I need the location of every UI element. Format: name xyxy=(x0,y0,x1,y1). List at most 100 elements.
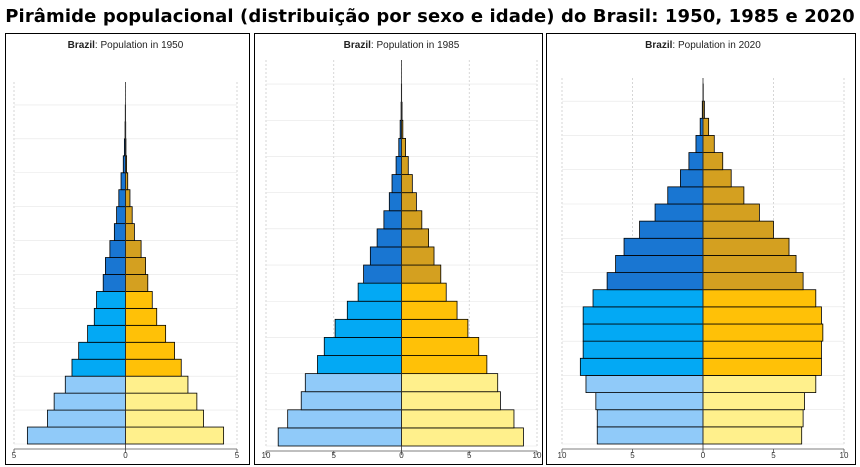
bar-female-70-74 xyxy=(125,189,131,208)
bar-male-20-24 xyxy=(579,357,704,376)
bar-female-90-94 xyxy=(702,117,710,136)
bar-male-75-79 xyxy=(120,172,126,191)
bar-female-10-14 xyxy=(401,391,501,411)
bar-male-50-54 xyxy=(615,255,704,273)
x-tick-label: 5 xyxy=(467,451,472,460)
bar-female-50-54 xyxy=(702,255,797,273)
bar-male-70-74 xyxy=(118,189,126,208)
bar-male-15-19 xyxy=(304,373,402,393)
pyramid-panel-1985: Brazil: Population in 1985 10 5 0 5 10 xyxy=(254,33,543,465)
x-tick-label: 0 xyxy=(399,451,404,460)
bar-male-15-19 xyxy=(585,375,704,393)
bar-female-55-59 xyxy=(702,237,790,256)
bar-female-15-19 xyxy=(702,375,817,393)
bar-male-25-29 xyxy=(78,341,126,360)
main-title: Pirâmide populacional (distribuição por … xyxy=(5,6,855,27)
bar-female-45-49 xyxy=(702,272,804,291)
bar-male-35-39 xyxy=(346,300,402,320)
x-tick-label: 0 xyxy=(701,451,706,460)
bar-female-5-9 xyxy=(702,409,804,428)
bar-male-10-14 xyxy=(595,392,704,411)
bar-female-75-79 xyxy=(702,169,732,188)
pyramid-chart-1985: Brazil: Population in 1985 10 5 0 5 10 xyxy=(262,40,542,460)
bar-female-80-84 xyxy=(702,152,724,171)
bar-male-80-84 xyxy=(398,137,402,157)
bar-male-50-54 xyxy=(369,246,402,266)
x-tick-label: 0 xyxy=(123,451,128,460)
bar-female-40-44 xyxy=(702,289,817,308)
bar-male-20-24 xyxy=(71,358,126,377)
bar-male-15-19 xyxy=(64,375,126,394)
bar-female-10-14 xyxy=(125,392,198,411)
bar-female-0-4 xyxy=(125,426,225,445)
bar-male-0-4 xyxy=(26,426,126,445)
bar-female-30-34 xyxy=(702,323,824,342)
bar-female-20-24 xyxy=(702,357,822,376)
bar-male-60-64 xyxy=(113,223,126,241)
bar-male-65-69 xyxy=(388,192,402,212)
bar-male-35-39 xyxy=(93,307,126,326)
bar-male-70-74 xyxy=(391,174,402,194)
bar-female-25-29 xyxy=(702,340,822,359)
chart-title: Brazil: Population in 1985 xyxy=(344,40,460,51)
bar-female-15-19 xyxy=(401,373,499,393)
bar-female-50-54 xyxy=(125,257,146,275)
bar-female-65-69 xyxy=(702,203,760,222)
chart-title: Brazil: Population in 1950 xyxy=(68,40,184,51)
chart-title-country: Brazil xyxy=(68,40,95,51)
bar-female-5-9 xyxy=(401,409,515,429)
bar-female-50-54 xyxy=(401,246,435,266)
chart-title-country: Brazil xyxy=(344,40,371,51)
bar-male-75-79 xyxy=(680,169,704,188)
bar-female-10-14 xyxy=(702,392,805,411)
pyramid-chart-1950: Brazil: Population in 1950 5 0 5 xyxy=(12,40,240,460)
bar-female-15-19 xyxy=(125,375,189,394)
bar-male-0-4 xyxy=(596,426,704,445)
bar-male-5-9 xyxy=(596,409,704,428)
bar-male-35-39 xyxy=(582,306,704,325)
bar-male-60-64 xyxy=(639,220,704,239)
bar-female-35-39 xyxy=(401,300,458,320)
bar-male-40-44 xyxy=(357,282,402,302)
chart-title-country: Brazil xyxy=(645,40,672,51)
x-tick-label: 10 xyxy=(558,451,567,460)
pyramid-panel-1950: Brazil: Population in 1950 5 0 5 xyxy=(5,33,250,465)
bar-female-25-29 xyxy=(125,341,175,360)
bar-female-0-4 xyxy=(401,427,524,447)
x-tick-label: 5 xyxy=(630,451,635,460)
bar-male-60-64 xyxy=(383,210,402,230)
bar-male-40-44 xyxy=(96,291,126,309)
chart-title: Brazil: Population in 2020 xyxy=(645,40,761,51)
bar-female-30-34 xyxy=(125,324,167,343)
bar-male-20-24 xyxy=(317,355,402,375)
bar-female-40-44 xyxy=(401,282,447,302)
x-tick-label: 10 xyxy=(262,451,271,460)
bar-male-55-59 xyxy=(376,228,402,248)
chart-title-text: : Population in 2020 xyxy=(672,40,761,51)
bar-female-65-69 xyxy=(125,206,133,225)
bar-female-20-24 xyxy=(401,355,488,375)
bar-female-45-49 xyxy=(401,264,442,284)
bar-female-60-64 xyxy=(125,223,135,241)
bar-female-30-34 xyxy=(401,318,469,338)
chart-title-text: : Population in 1985 xyxy=(371,40,460,51)
bar-male-55-59 xyxy=(109,240,126,258)
bar-male-50-54 xyxy=(105,257,126,275)
x-tick-label: 5 xyxy=(12,451,17,460)
bar-male-30-34 xyxy=(582,323,704,342)
x-tick-label: 5 xyxy=(771,451,776,460)
bar-male-75-79 xyxy=(395,156,402,175)
bar-male-25-29 xyxy=(323,337,402,356)
pyramid-chart-2020: Brazil: Population in 2020 10 5 0 5 10 xyxy=(558,40,849,460)
bar-male-45-49 xyxy=(102,274,126,292)
bar-female-75-79 xyxy=(401,156,409,175)
bar-female-20-24 xyxy=(125,358,182,377)
bar-female-65-69 xyxy=(401,192,417,212)
bar-male-0-4 xyxy=(277,427,402,447)
x-tick-label: 10 xyxy=(840,451,849,460)
x-tick-label: 5 xyxy=(332,451,337,460)
pyramid-panel-2020: Brazil: Population in 2020 10 5 0 5 10 xyxy=(546,33,856,465)
bar-female-85-89 xyxy=(702,135,715,153)
x-tick-label: 10 xyxy=(533,451,542,460)
bar-male-25-29 xyxy=(582,340,704,359)
